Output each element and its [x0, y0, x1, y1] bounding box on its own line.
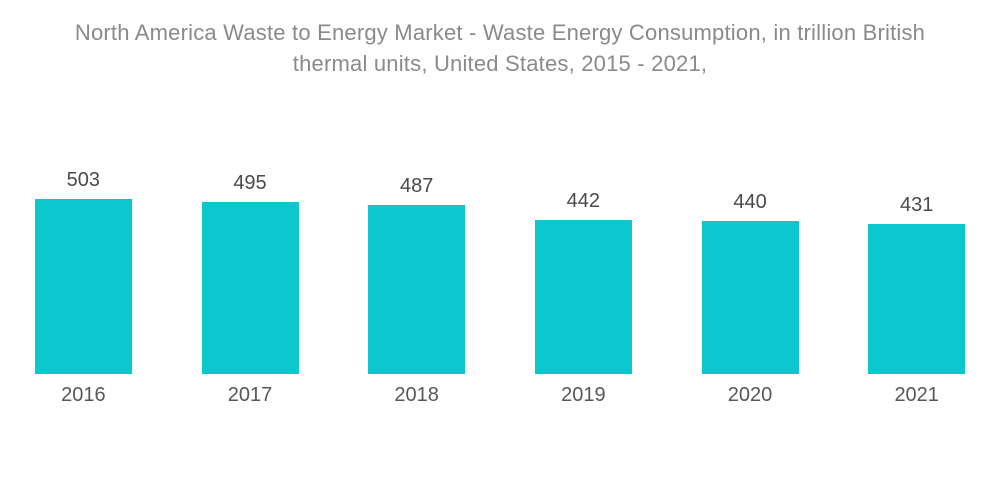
bar-area: 442	[534, 169, 632, 374]
bar-area: 431	[868, 169, 966, 374]
bar-area: 440	[701, 169, 799, 374]
bar-column-2019: 442 2019	[500, 169, 667, 407]
bar-area: 487	[368, 169, 466, 374]
bar-2019	[534, 220, 632, 374]
bar-chart-plot-area: 503 2016 495 2017 487 2018 442 2019 440 2020 431 20…	[0, 169, 1000, 407]
x-axis-label-2019: 2019	[561, 384, 606, 406]
x-axis-label-2016: 2016	[61, 384, 106, 406]
bar-2018	[368, 205, 466, 374]
bar-column-2020: 440 2020	[667, 169, 834, 407]
x-axis-label-2017: 2017	[227, 384, 273, 406]
bar-value-label: 487	[399, 175, 434, 197]
bar-column-2018: 487 2018	[333, 169, 500, 407]
bar-2016	[34, 199, 132, 374]
bar-area: 503	[34, 169, 132, 374]
bar-value-label: 495	[233, 172, 267, 194]
x-axis-label-2021: 2021	[894, 384, 939, 406]
chart-title: North America Waste to Energy Market - W…	[0, 0, 1000, 79]
x-axis-label-2018: 2018	[394, 384, 439, 406]
bar-column-2017: 495 2017	[167, 169, 334, 407]
x-axis-label-2020: 2020	[727, 384, 773, 406]
bar-value-label: 440	[733, 191, 767, 213]
bar-area: 495	[201, 169, 299, 374]
bar-2017	[201, 202, 299, 374]
bar-2021	[868, 224, 966, 374]
bar-value-label: 431	[900, 194, 934, 216]
bar-value-label: 442	[566, 190, 601, 212]
bar-value-label: 503	[66, 169, 101, 191]
bar-2020	[701, 221, 799, 374]
chart-title-line-1: North America Waste to Energy Market - W…	[74, 20, 926, 45]
bar-column-2021: 431 2021	[833, 169, 1000, 407]
chart-title-line-2: thermal units, United States, 2015 - 202…	[292, 51, 708, 76]
bar-column-2016: 503 2016	[0, 169, 167, 407]
